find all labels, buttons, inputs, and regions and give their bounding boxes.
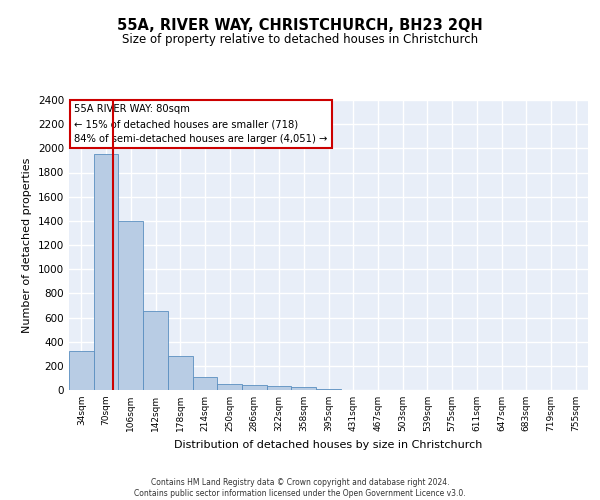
- Bar: [168, 356, 193, 390]
- Bar: [267, 386, 292, 390]
- Text: 55A RIVER WAY: 80sqm
← 15% of detached houses are smaller (718)
84% of semi-deta: 55A RIVER WAY: 80sqm ← 15% of detached h…: [74, 104, 328, 144]
- Bar: [292, 387, 316, 390]
- Bar: [193, 378, 217, 390]
- Text: 55A, RIVER WAY, CHRISTCHURCH, BH23 2QH: 55A, RIVER WAY, CHRISTCHURCH, BH23 2QH: [117, 18, 483, 32]
- X-axis label: Distribution of detached houses by size in Christchurch: Distribution of detached houses by size …: [175, 440, 482, 450]
- Bar: [94, 154, 118, 390]
- Y-axis label: Number of detached properties: Number of detached properties: [22, 158, 32, 332]
- Text: Contains HM Land Registry data © Crown copyright and database right 2024.
Contai: Contains HM Land Registry data © Crown c…: [134, 478, 466, 498]
- Bar: [242, 384, 267, 390]
- Text: Size of property relative to detached houses in Christchurch: Size of property relative to detached ho…: [122, 32, 478, 46]
- Bar: [118, 221, 143, 390]
- Bar: [69, 352, 94, 390]
- Bar: [143, 312, 168, 390]
- Bar: [217, 384, 242, 390]
